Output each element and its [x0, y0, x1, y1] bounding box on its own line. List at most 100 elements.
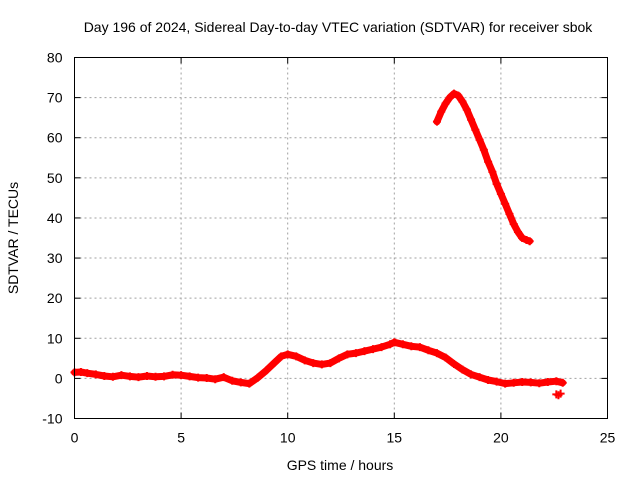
data-point: [228, 376, 237, 385]
data-point: [441, 353, 450, 362]
data-point: [424, 346, 433, 355]
data-point: [300, 356, 309, 365]
x-tick-label: 0: [71, 430, 79, 446]
data-point: [513, 227, 522, 236]
data-point: [449, 359, 458, 368]
data-point: [76, 367, 85, 376]
data-point: [467, 370, 476, 379]
y-tick-label: 20: [47, 290, 63, 306]
data-point: [317, 360, 326, 369]
x-tick-label: 10: [280, 430, 296, 446]
data-point: [488, 167, 497, 176]
series-high: [432, 89, 534, 246]
data-point: [253, 373, 262, 382]
data-point: [194, 373, 203, 382]
x-tick-label: 25: [600, 430, 616, 446]
data-point: [526, 378, 535, 387]
data-point: [518, 234, 527, 242]
data-point: [475, 135, 484, 144]
data-point: [377, 343, 386, 352]
data-point: [543, 377, 552, 386]
tick-labels: 0 5 10 15 20 25 -10 0 10 20 30 40 50 60 70 80: [42, 50, 615, 446]
data-point: [168, 370, 177, 379]
data-point: [108, 372, 117, 381]
data-point: [479, 145, 488, 154]
data-point: [484, 157, 493, 166]
data-point: [492, 179, 501, 188]
data-point: [556, 389, 565, 398]
data-point: [134, 373, 143, 382]
data-point: [368, 345, 377, 354]
data-point: [309, 359, 318, 368]
data-point: [558, 378, 567, 387]
data-point: [390, 338, 399, 347]
plot-frame: [74, 57, 608, 419]
data-point: [211, 375, 220, 384]
data-point: [100, 371, 109, 380]
data-point: [262, 366, 271, 375]
data-point: [535, 379, 544, 388]
data-point: [343, 350, 352, 359]
data-point: [501, 199, 510, 208]
series-outlier: [552, 389, 565, 400]
data-point: [462, 105, 471, 114]
data-point: [245, 379, 254, 388]
data-point: [432, 349, 441, 358]
data-point: [386, 340, 395, 349]
x-tick-label: 20: [493, 430, 509, 446]
y-tick-label: 70: [47, 90, 63, 106]
data-point: [518, 377, 527, 386]
series-band: [433, 90, 534, 245]
data-point: [151, 372, 160, 381]
y-tick-label: 80: [47, 50, 63, 66]
series-low: [70, 338, 567, 388]
data-layer: [70, 89, 567, 400]
data-point: [177, 371, 186, 380]
data-point: [91, 370, 100, 379]
data-point: [277, 352, 286, 361]
data-point: [505, 209, 514, 218]
data-point: [454, 91, 463, 100]
data-point: [326, 359, 335, 368]
data-point: [501, 379, 510, 388]
data-point: [432, 117, 441, 126]
data-point: [509, 378, 518, 387]
chart-title: Day 196 of 2024, Sidereal Day-to-day VTE…: [84, 19, 594, 35]
data-point: [492, 377, 501, 386]
data-point: [552, 377, 561, 386]
data-point: [351, 349, 360, 358]
data-point: [445, 93, 454, 102]
data-point: [475, 373, 484, 382]
data-point: [334, 354, 343, 363]
data-point: [415, 343, 424, 352]
data-point: [83, 369, 92, 378]
y-tick-label: 30: [47, 250, 63, 266]
data-point: [117, 371, 126, 380]
data-point: [467, 115, 476, 124]
data-point: [125, 372, 134, 381]
grid: [74, 57, 608, 419]
data-point: [449, 89, 458, 98]
data-point: [437, 107, 446, 116]
data-point: [407, 342, 416, 351]
data-point: [160, 372, 169, 381]
x-tick-label: 15: [387, 430, 403, 446]
data-point: [185, 372, 194, 381]
y-tick-label: 40: [47, 210, 63, 226]
data-point: [525, 237, 534, 246]
data-point: [219, 373, 228, 382]
x-tick-label: 5: [177, 430, 185, 446]
data-point: [509, 219, 518, 228]
data-point: [142, 371, 151, 380]
data-point: [236, 378, 245, 387]
y-tick-label: 50: [47, 170, 63, 186]
data-point: [398, 340, 407, 349]
ticks: [74, 57, 608, 419]
data-point: [283, 350, 292, 359]
data-point: [202, 373, 211, 382]
data-point: [292, 352, 301, 361]
y-tick-label: 0: [55, 370, 63, 386]
data-point: [458, 97, 467, 106]
data-point: [360, 347, 369, 356]
